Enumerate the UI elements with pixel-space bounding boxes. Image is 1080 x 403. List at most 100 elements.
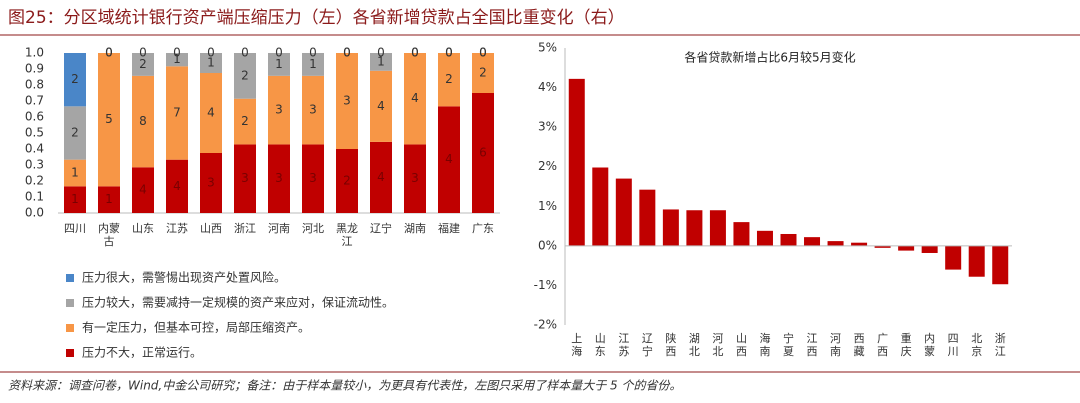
x-tick-label: 四川 bbox=[64, 222, 86, 235]
x-tick-label: 宁夏 bbox=[783, 332, 794, 358]
data-label: 0 bbox=[105, 46, 113, 60]
x-tick-label: 重庆 bbox=[901, 332, 912, 358]
legend-swatch bbox=[66, 349, 74, 357]
bar-segment bbox=[370, 141, 392, 213]
data-label: 0 bbox=[343, 46, 351, 60]
x-tick-label: 湖南 bbox=[404, 222, 426, 235]
x-tick-label: 浙江 bbox=[994, 332, 1006, 358]
bar bbox=[662, 209, 679, 246]
data-label: 0 bbox=[241, 46, 249, 60]
x-tick-text: 海南 bbox=[759, 332, 771, 358]
x-tick-text: 四川 bbox=[64, 222, 86, 235]
y-tick-label: 0% bbox=[538, 238, 557, 252]
data-label: 0 bbox=[445, 46, 453, 60]
bar bbox=[898, 245, 915, 251]
x-tick-label: 河北 bbox=[302, 222, 324, 235]
x-tick-label: 福建 bbox=[438, 222, 460, 235]
data-label: 3 bbox=[241, 171, 249, 185]
legend-label: 压力很大，需警惕出现资产处置风险。 bbox=[82, 270, 286, 285]
data-label: 4 bbox=[445, 152, 453, 166]
x-tick-label: 山东 bbox=[132, 222, 154, 235]
data-label: 0 bbox=[411, 46, 419, 60]
x-tick-label: 山东 bbox=[594, 332, 606, 358]
chart-title: 各省贷款新增占比6月较5月变化 bbox=[684, 50, 855, 65]
bar-segment bbox=[404, 53, 426, 145]
bar-segment bbox=[64, 106, 86, 160]
data-label: 4 bbox=[207, 106, 215, 120]
data-label: 2 bbox=[71, 125, 79, 139]
data-label: 2 bbox=[241, 68, 249, 82]
data-label: 2 bbox=[445, 72, 453, 86]
data-label: 1 bbox=[207, 56, 215, 70]
bar bbox=[827, 241, 844, 246]
data-label: 1 bbox=[105, 192, 113, 206]
bar bbox=[945, 245, 962, 270]
bar-segment bbox=[268, 144, 290, 213]
data-label: 2 bbox=[71, 72, 79, 86]
bar-segment bbox=[234, 144, 256, 213]
x-tick-label: 广西 bbox=[877, 332, 889, 358]
x-tick-text: 湖南 bbox=[404, 222, 426, 235]
data-label: 8 bbox=[139, 114, 147, 128]
x-tick-text: 浙江 bbox=[994, 332, 1006, 358]
bar bbox=[709, 210, 726, 246]
data-label: 2 bbox=[343, 174, 351, 188]
y-tick-label: 3% bbox=[538, 120, 557, 134]
x-tick-text: 江苏 bbox=[166, 222, 188, 235]
y-tick-label: 1.0 bbox=[25, 46, 44, 60]
bar-segment bbox=[404, 144, 426, 213]
x-tick-text: 内蒙古 bbox=[98, 222, 120, 248]
x-tick-label: 江西 bbox=[807, 332, 818, 358]
x-tick-label: 河北 bbox=[712, 332, 724, 358]
bar bbox=[780, 233, 797, 246]
y-tick-label: 0.2 bbox=[25, 174, 44, 188]
x-tick-text: 广西 bbox=[877, 332, 889, 358]
bar-segment bbox=[64, 159, 86, 187]
data-label: 4 bbox=[377, 170, 385, 184]
bar-segment bbox=[302, 52, 324, 76]
x-tick-label: 四川 bbox=[947, 332, 959, 358]
data-label: 2 bbox=[241, 114, 249, 128]
x-tick-label: 内蒙 bbox=[924, 332, 936, 358]
bar bbox=[592, 167, 609, 246]
data-label: 3 bbox=[309, 171, 317, 185]
bar-segment bbox=[472, 53, 494, 93]
data-label: 0 bbox=[343, 46, 351, 60]
y-tick-label: 0.4 bbox=[25, 142, 44, 156]
x-tick-label: 黑龙江 bbox=[336, 222, 358, 248]
x-tick-text: 陕西 bbox=[665, 332, 677, 358]
bar-segment bbox=[98, 53, 120, 187]
bar-segment bbox=[336, 53, 358, 149]
bar-segment bbox=[234, 53, 256, 99]
x-tick-text: 四川 bbox=[947, 332, 959, 358]
bar bbox=[921, 245, 938, 253]
x-tick-text: 广东 bbox=[472, 222, 494, 235]
bar-segment bbox=[302, 75, 324, 145]
data-label: 2 bbox=[479, 66, 487, 80]
data-label: 0 bbox=[479, 46, 487, 60]
x-tick-label: 海南 bbox=[759, 332, 771, 358]
x-tick-text: 浙江 bbox=[234, 222, 256, 235]
x-tick-text: 河北 bbox=[712, 332, 724, 358]
y-tick-label: 0.5 bbox=[25, 126, 44, 140]
x-tick-label: 辽宁 bbox=[641, 332, 653, 358]
x-tick-text: 辽宁 bbox=[641, 332, 653, 358]
y-tick-label: 0.3 bbox=[25, 158, 44, 172]
x-tick-text: 山东 bbox=[594, 332, 606, 358]
x-tick-label: 陕西 bbox=[665, 332, 677, 358]
bar bbox=[686, 210, 703, 246]
data-label: 0 bbox=[173, 46, 181, 60]
data-label: 7 bbox=[173, 106, 181, 120]
bar-segment bbox=[64, 186, 86, 213]
data-label: 2 bbox=[139, 57, 147, 71]
data-label: 3 bbox=[207, 176, 215, 190]
data-label: 0 bbox=[105, 46, 113, 60]
bar-segment bbox=[370, 70, 392, 142]
bar bbox=[874, 245, 891, 248]
bar-segment bbox=[370, 53, 392, 71]
x-tick-label: 山西 bbox=[736, 332, 747, 358]
bar bbox=[615, 178, 632, 246]
x-tick-label: 西藏 bbox=[854, 332, 865, 358]
data-label: 5 bbox=[105, 112, 113, 126]
x-tick-text: 内蒙 bbox=[924, 332, 936, 358]
